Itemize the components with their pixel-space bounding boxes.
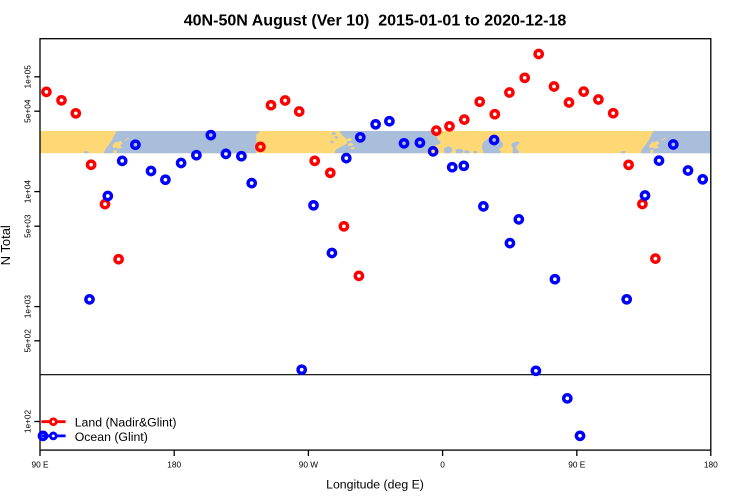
svg-text:N Total: N Total — [0, 225, 13, 265]
svg-text:Longitude (deg E): Longitude (deg E) — [326, 478, 424, 492]
svg-text:90 W: 90 W — [299, 460, 319, 470]
svg-text:0: 0 — [440, 460, 445, 470]
svg-text:Land (Nadir&Glint): Land (Nadir&Glint) — [75, 416, 177, 430]
svg-text:5e+04: 5e+04 — [22, 99, 32, 123]
svg-text:1e+02: 1e+02 — [22, 409, 32, 433]
svg-text:40N-50N August (Ver 10) 2015-: 40N-50N August (Ver 10) 2015-01-01 to 20… — [184, 12, 567, 30]
svg-text:Ocean (Glint): Ocean (Glint) — [75, 430, 148, 444]
svg-text:180: 180 — [704, 460, 718, 470]
svg-text:90 E: 90 E — [31, 460, 49, 470]
svg-text:5e+03: 5e+03 — [22, 214, 32, 238]
svg-text:1e+03: 1e+03 — [22, 295, 32, 319]
svg-text:180: 180 — [167, 460, 181, 470]
svg-text:5e+02: 5e+02 — [22, 329, 32, 353]
svg-text:1e+04: 1e+04 — [22, 180, 32, 204]
svg-text:90 E: 90 E — [568, 460, 586, 470]
svg-text:1e+05: 1e+05 — [22, 65, 32, 89]
